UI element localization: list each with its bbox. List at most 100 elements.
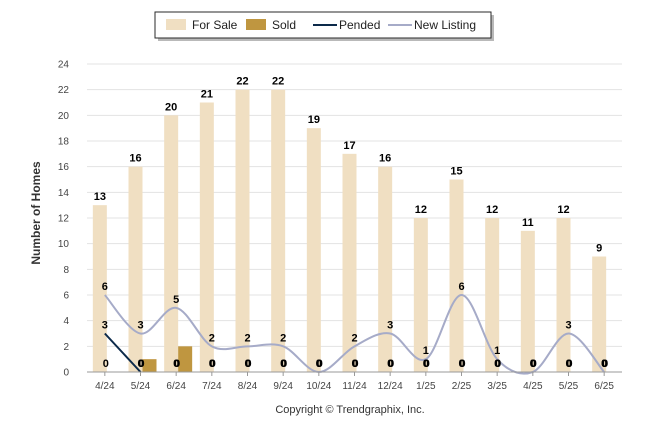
bar-series [92,89,607,373]
pended-value-label: 0 [316,358,322,370]
pended-value-label: 0 [387,358,393,370]
y-tick-label: 10 [58,239,70,250]
new-listing-value-label: 1 [423,345,429,357]
for-sale-value-label: 20 [165,101,177,113]
y-tick-label: 0 [63,368,69,379]
sold-value-label: 0 [138,358,144,370]
for-sale-bar [378,166,393,372]
for-sale-value-label: 12 [415,204,427,216]
sold-value-label: 0 [245,358,251,370]
new-listing-value-label: 0 [316,358,322,370]
legend-swatch-for-sale [166,19,186,30]
x-tick-label: 4/25 [523,381,543,392]
for-sale-bar [592,256,607,372]
legend-swatch-sold [246,19,266,30]
y-tick-label: 18 [58,137,70,148]
sold-bar [178,346,193,372]
x-tick-label: 2/25 [452,381,472,392]
sold-value-label: 0 [566,358,572,370]
x-tick-label: 8/24 [238,381,258,392]
for-sale-value-label: 22 [272,76,284,88]
x-tick-label: 4/24 [95,381,115,392]
pended-value-label: 3 [102,320,108,332]
new-listing-value-label: 2 [280,332,286,344]
for-sale-bar [485,218,500,372]
sold-value-label: 0 [424,358,430,370]
y-tick-label: 20 [58,111,70,122]
for-sale-bar [556,218,571,372]
new-listing-value-label: 2 [351,332,357,344]
y-tick-label: 24 [58,60,70,71]
for-sale-value-label: 22 [236,76,248,88]
sold-value-label: 0 [317,358,323,370]
y-axis-label: Number of Homes [29,161,43,265]
legend-label-for-sale: For Sale [192,18,238,32]
legend-label-new-listing: New Listing [414,18,476,32]
copyright-text: Copyright © Trendgraphix, Inc. [275,404,424,416]
x-tick-label: 1/25 [416,381,436,392]
sold-value-label: 0 [459,358,465,370]
new-listing-value-label: 3 [387,320,393,332]
for-sale-bar [199,102,214,372]
legend-label-pended: Pended [339,18,380,32]
x-tick-label: 10/24 [306,381,331,392]
x-tick-label: 12/24 [378,381,403,392]
new-listing-value-label: 0 [530,358,536,370]
x-axis-ticks: 4/24 5/24 6/24 7/24 8/24 9/24 10/24 11/24 12/24 1… [95,372,614,392]
sold-value-label: 0 [103,358,109,370]
for-sale-bar [413,218,428,372]
for-sale-value-label: 19 [308,114,320,126]
sold-value-label: 0 [352,358,358,370]
new-listing-value-label: 1 [494,345,500,357]
for-sale-value-label: 17 [343,140,355,152]
pended-line [104,332,142,373]
sold-value-label: 0 [174,358,180,370]
sold-value-label: 0 [495,358,501,370]
x-tick-label: 6/25 [594,381,614,392]
new-listing-value-label: 6 [458,281,464,293]
for-sale-value-label: 21 [201,89,213,101]
pended-value-label: 0 [423,358,429,370]
x-tick-label: 3/25 [487,381,507,392]
y-tick-label: 16 [58,162,70,173]
sold-value-label: 0 [281,358,287,370]
for-sale-value-label: 13 [94,191,106,203]
new-listing-value-label: 2 [209,332,215,344]
for-sale-value-label: 12 [486,204,498,216]
for-sale-bar [306,128,321,372]
pended-value-label: 0 [137,358,143,370]
for-sale-value-label: 11 [522,217,534,229]
new-listing-line [104,293,605,375]
new-listing-value-label: 3 [565,320,571,332]
for-sale-value-label: 12 [557,204,569,216]
pended-value-label: 0 [530,358,536,370]
pended-value-label: 0 [458,358,464,370]
y-tick-label: 12 [58,214,70,225]
y-tick-label: 4 [63,316,69,327]
sold-value-label: 0 [388,358,394,370]
y-tick-label: 2 [63,342,69,353]
x-tick-label: 6/24 [166,381,186,392]
pended-value-label: 0 [351,358,357,370]
for-sale-bar [520,230,535,372]
pended-value-label: 0 [280,358,286,370]
for-sale-bar [342,153,357,372]
sold-bar [142,359,157,372]
pended-value-label: 0 [565,358,571,370]
for-sale-value-label: 16 [379,153,391,165]
sold-value-label: 0 [602,358,608,370]
y-tick-label: 6 [63,291,69,302]
x-tick-label: 5/24 [131,381,151,392]
legend-label-sold: Sold [272,18,296,32]
pended-value-label: 0 [601,358,607,370]
for-sale-bar [235,89,250,373]
legend: For Sale Sold Pended New Listing [154,11,494,41]
new-listing-value-label: 5 [173,294,179,306]
line-series [104,293,605,375]
x-tick-label: 5/25 [559,381,579,392]
for-sale-value-label: 9 [596,243,602,255]
for-sale-bar [271,89,286,373]
new-listing-value-label: 2 [244,332,250,344]
